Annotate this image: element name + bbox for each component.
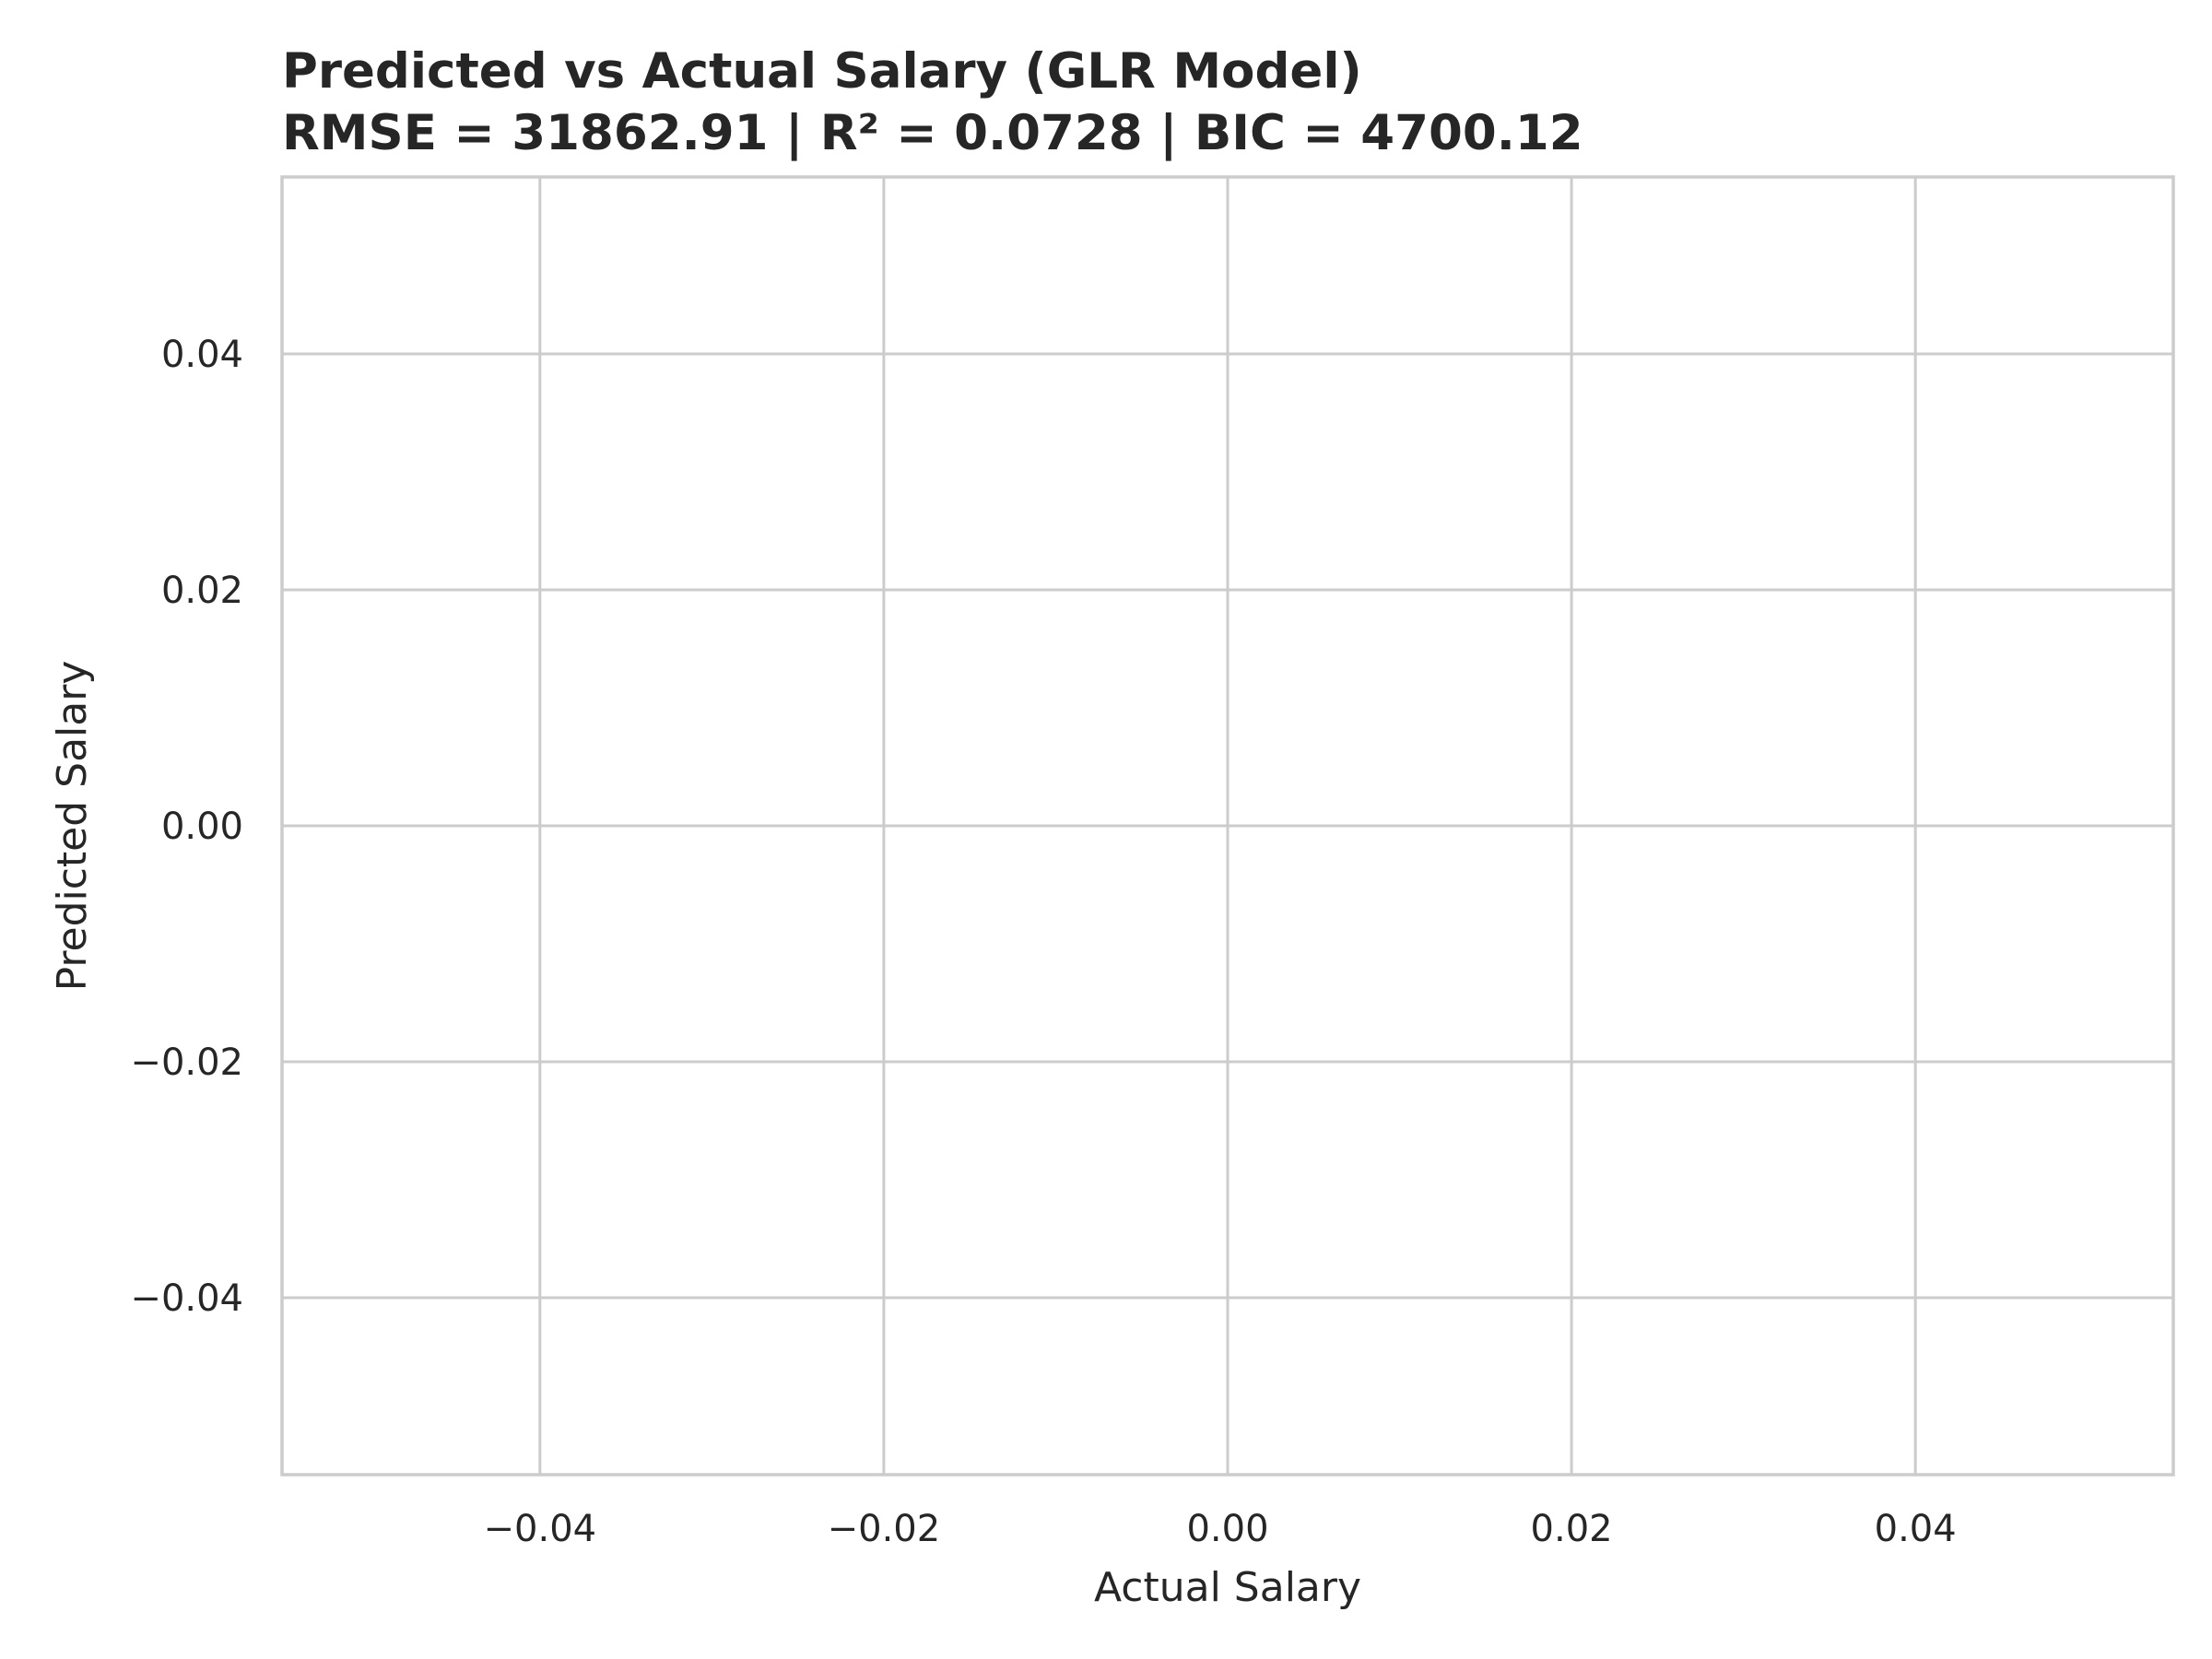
y-axis-label: Predicted Salary [49,661,96,992]
y-tick-label: −0.04 [130,1277,243,1320]
y-tick-label: 0.04 [161,334,243,376]
x-axis-label: Actual Salary [1094,1564,1361,1611]
x-tick-label: 0.00 [1186,1508,1268,1550]
x-tick-labels: −0.04 −0.02 0.00 0.02 0.04 [484,1508,1957,1550]
x-tick-label: 0.04 [1875,1508,1957,1550]
chart-title: Predicted vs Actual Salary (GLR Model) [282,43,1362,100]
x-tick-label: 0.02 [1531,1508,1613,1550]
y-tick-label: −0.02 [130,1041,243,1084]
x-tick-label: −0.04 [484,1508,597,1550]
grid [282,177,2173,1475]
y-tick-label: 0.02 [161,570,243,612]
chart-subtitle: RMSE = 31862.91 | R² = 0.0728 | BIC = 47… [282,105,1583,161]
plot-frame [280,175,2175,1477]
y-tick-label: 0.00 [161,806,243,848]
x-tick-label: −0.02 [828,1508,941,1550]
y-tick-labels: −0.04 −0.02 0.00 0.02 0.04 [130,334,243,1320]
